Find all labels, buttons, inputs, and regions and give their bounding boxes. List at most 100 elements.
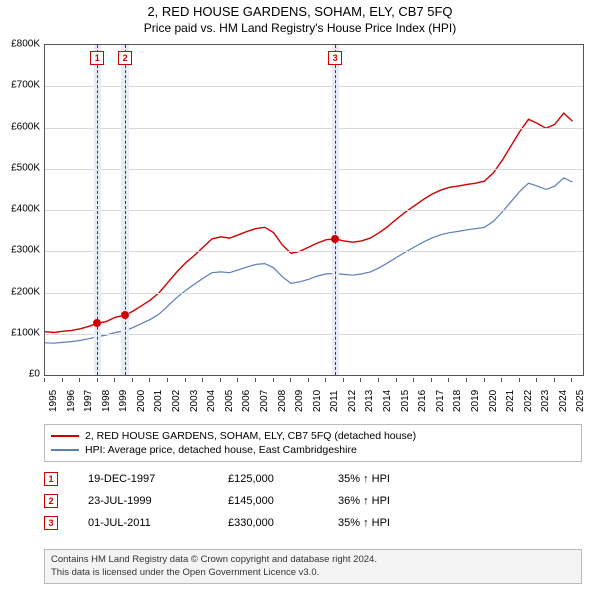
x-tick-label: 2025	[575, 390, 586, 412]
x-tick-label: 2012	[347, 390, 358, 412]
legend-label: 2, RED HOUSE GARDENS, SOHAM, ELY, CB7 5F…	[85, 430, 416, 442]
x-tick	[413, 378, 414, 382]
x-tick-label: 2000	[136, 390, 147, 412]
legend: 2, RED HOUSE GARDENS, SOHAM, ELY, CB7 5F…	[44, 424, 582, 462]
sale-date: 23-JUL-1999	[88, 495, 198, 507]
y-tick-label: £700K	[11, 80, 40, 91]
sale-marker: 2	[44, 494, 58, 508]
x-tick	[466, 378, 467, 382]
y-tick-label: £300K	[11, 245, 40, 256]
y-tick-label: £100K	[11, 327, 40, 338]
sale-delta: 35% ↑ HPI	[338, 517, 428, 529]
x-tick-label: 1999	[118, 390, 129, 412]
x-axis-labels: 1995 1996 1997 1998 1999 2000 2001 2002 2003 2004…	[44, 378, 582, 428]
chart-subtitle: Price paid vs. HM Land Registry's House …	[0, 21, 600, 35]
x-tick-label: 2018	[452, 390, 463, 412]
attribution-box: Contains HM Land Registry data © Crown c…	[44, 549, 582, 584]
x-tick	[255, 378, 256, 382]
x-tick	[378, 378, 379, 382]
x-tick	[360, 378, 361, 382]
x-tick	[132, 378, 133, 382]
x-tick	[44, 378, 45, 382]
legend-swatch	[51, 449, 79, 451]
x-tick-label: 2021	[505, 390, 516, 412]
sale-marker: 1	[44, 472, 58, 486]
x-tick	[149, 378, 150, 382]
x-tick-label: 2014	[382, 390, 393, 412]
x-tick	[484, 378, 485, 382]
chart-container: { "title": "2, RED HOUSE GARDENS, SOHAM,…	[0, 0, 600, 590]
x-tick	[290, 378, 291, 382]
x-tick	[237, 378, 238, 382]
x-tick	[273, 378, 274, 382]
sale-price: £145,000	[228, 495, 308, 507]
sale-date: 01-JUL-2011	[88, 517, 198, 529]
event-line	[125, 45, 126, 375]
x-tick-label: 2011	[329, 390, 340, 412]
x-tick	[167, 378, 168, 382]
x-tick	[396, 378, 397, 382]
x-tick-label: 2022	[523, 390, 534, 412]
sale-price: £125,000	[228, 473, 308, 485]
sale-price: £330,000	[228, 517, 308, 529]
y-axis-labels: £0£100K£200K£300K£400K£500K£600K£700K£80…	[0, 44, 42, 374]
x-tick-label: 2005	[224, 390, 235, 412]
sale-dot	[331, 235, 339, 243]
sale-row: 3 01-JUL-2011 £330,000 35% ↑ HPI	[44, 512, 582, 534]
y-tick-label: £500K	[11, 162, 40, 173]
chart-title: 2, RED HOUSE GARDENS, SOHAM, ELY, CB7 5F…	[0, 0, 600, 19]
x-tick-label: 2003	[189, 390, 200, 412]
x-tick	[97, 378, 98, 382]
x-tick	[114, 378, 115, 382]
x-tick-label: 2007	[259, 390, 270, 412]
x-tick-label: 2024	[558, 390, 569, 412]
event-marker: 3	[328, 51, 342, 65]
legend-item: 2, RED HOUSE GARDENS, SOHAM, ELY, CB7 5F…	[51, 429, 575, 443]
legend-item: HPI: Average price, detached house, East…	[51, 443, 575, 457]
x-tick-label: 1998	[101, 390, 112, 412]
y-tick-label: £0	[29, 369, 40, 380]
attribution-line2: This data is licensed under the Open Gov…	[51, 567, 575, 579]
x-tick-label: 1997	[83, 390, 94, 412]
x-tick-label: 2009	[294, 390, 305, 412]
x-tick	[185, 378, 186, 382]
sale-dot	[121, 311, 129, 319]
sale-marker: 3	[44, 516, 58, 530]
x-tick	[79, 378, 80, 382]
x-tick-label: 1995	[48, 390, 59, 412]
x-tick	[62, 378, 63, 382]
x-tick-label: 2006	[241, 390, 252, 412]
event-marker: 2	[118, 51, 132, 65]
x-tick	[308, 378, 309, 382]
event-marker: 1	[90, 51, 104, 65]
event-line	[335, 45, 336, 375]
y-tick-label: £800K	[11, 39, 40, 50]
sale-row: 119-DEC-1997£125,00035% ↑ HPI	[44, 468, 582, 490]
y-tick-label: £400K	[11, 204, 40, 215]
x-tick-label: 1996	[66, 390, 77, 412]
attribution-line1: Contains HM Land Registry data © Crown c…	[51, 554, 575, 566]
x-tick-label: 2017	[435, 390, 446, 412]
x-tick-label: 2008	[277, 390, 288, 412]
y-tick-label: £200K	[11, 286, 40, 297]
x-tick-label: 2016	[417, 390, 428, 412]
x-tick	[519, 378, 520, 382]
x-tick-label: 2015	[400, 390, 411, 412]
x-tick	[554, 378, 555, 382]
x-tick	[220, 378, 221, 382]
x-tick	[325, 378, 326, 382]
x-tick-label: 2023	[540, 390, 551, 412]
x-tick	[431, 378, 432, 382]
plot-area: 12 3	[44, 44, 584, 376]
x-tick-label: 2019	[470, 390, 481, 412]
x-tick-label: 2004	[206, 390, 217, 412]
sales-table: 119-DEC-1997£125,00035% ↑ HPI 2 23-JUL-199…	[44, 468, 582, 534]
x-tick-label: 2002	[171, 390, 182, 412]
x-tick	[448, 378, 449, 382]
x-tick	[202, 378, 203, 382]
x-tick-label: 2010	[312, 390, 323, 412]
x-tick	[343, 378, 344, 382]
x-tick-label: 2001	[153, 390, 164, 412]
y-tick-label: £600K	[11, 121, 40, 132]
x-tick	[571, 378, 572, 382]
